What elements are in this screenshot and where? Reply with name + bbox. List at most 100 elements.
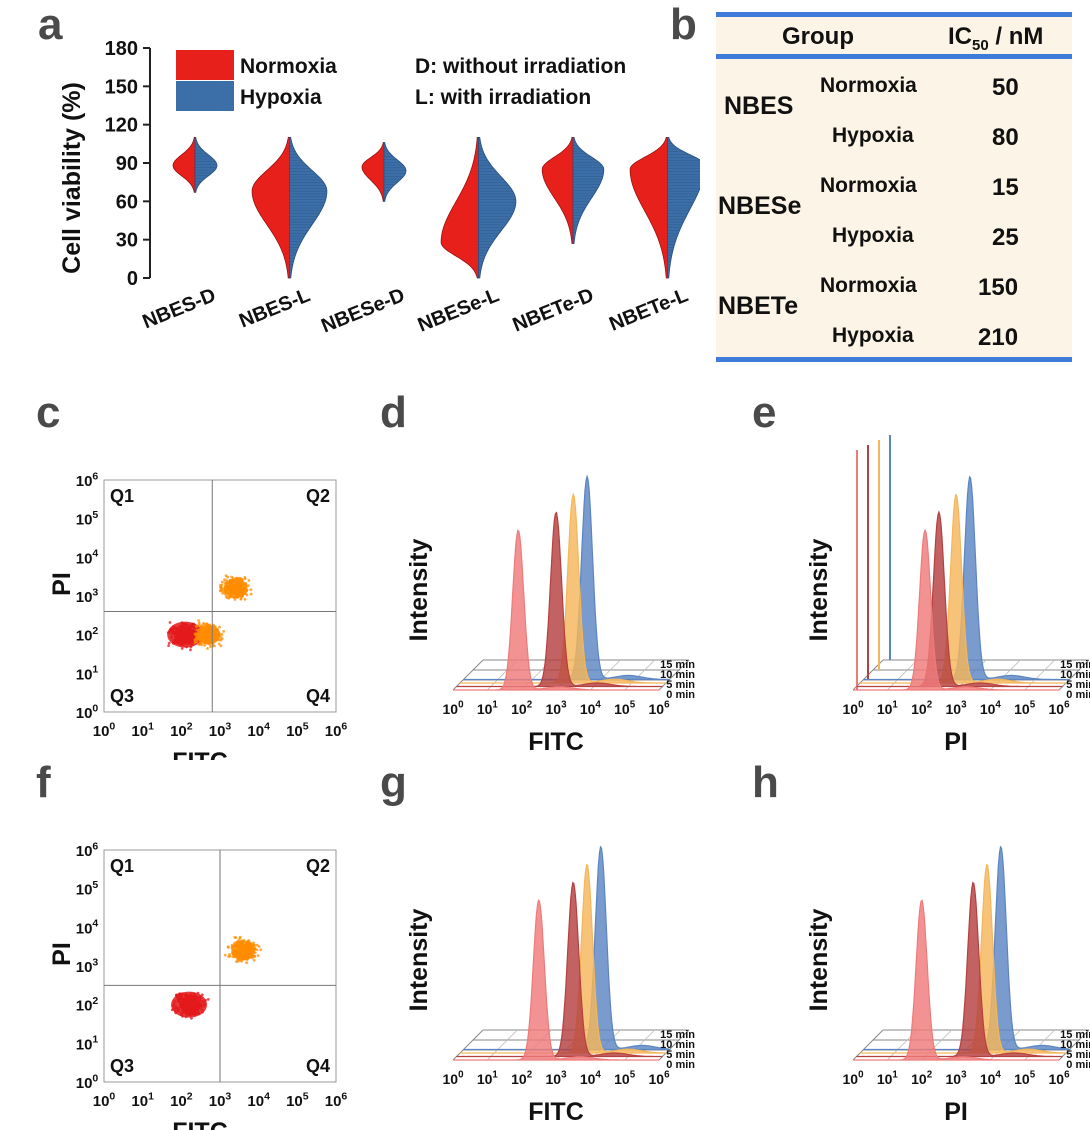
event-dot — [257, 945, 261, 948]
event-dot — [223, 578, 226, 582]
table-rule-bottom — [716, 357, 1072, 362]
population-core — [223, 578, 248, 599]
time-label: 10 min — [660, 669, 695, 681]
time-label: 15 min — [660, 659, 695, 671]
y-tick-label: 106 — [76, 470, 99, 490]
event-dot — [253, 944, 257, 947]
violin-normoxia — [251, 137, 290, 279]
event-dot — [193, 641, 197, 644]
y-tick-label: 101 — [76, 1034, 99, 1054]
x-tick-label: 102 — [170, 1090, 193, 1110]
x-tick-label: 105 — [1014, 1070, 1036, 1087]
legend-label-hypoxia: Hypoxia — [240, 86, 322, 109]
y-axis-label: PI — [48, 942, 76, 966]
time-label: 10 min — [1060, 669, 1090, 681]
ic-unit: / nM — [988, 23, 1044, 50]
x-tick-label: 105 — [614, 700, 636, 717]
violin-normoxia — [172, 137, 196, 193]
grid-line — [487, 1029, 518, 1061]
depth-axis — [452, 659, 484, 691]
grid-line — [624, 659, 655, 691]
table-rule-header — [716, 54, 1072, 59]
y-tick-label: 102 — [76, 995, 99, 1015]
y-axis-label: Intensity — [405, 909, 433, 1012]
x-tick-label: 105 — [286, 720, 309, 740]
x-tick-label: 100 — [442, 700, 464, 717]
time-label: 10 min — [1060, 1039, 1090, 1051]
event-dot — [219, 638, 223, 642]
y-axis-label: Intensity — [805, 539, 833, 642]
x-tick-label: 101 — [477, 700, 499, 717]
population-core — [171, 991, 208, 1018]
y-tick-label: 180 — [105, 38, 138, 60]
violin-hypoxia — [667, 137, 700, 279]
violin-normoxia — [629, 137, 668, 279]
x-tick-label: 101 — [477, 1070, 499, 1087]
violin-hypoxia — [289, 137, 328, 279]
x-tick-label: 104 — [980, 1070, 1002, 1087]
x-tick-label: 105 — [1014, 700, 1036, 717]
y-axis-label: Cell viability (%) — [58, 82, 86, 274]
event-dot — [167, 644, 171, 647]
event-dot — [196, 642, 200, 646]
y-tick-label: 102 — [76, 625, 99, 645]
table-rule-top — [716, 12, 1072, 17]
x-tick-label: NBES-L — [236, 284, 313, 332]
depth-axis — [852, 1029, 884, 1061]
condition-label: Hypoxia — [832, 124, 914, 147]
x-tick-label: 101 — [877, 700, 899, 717]
condition-label: Hypoxia — [832, 324, 914, 347]
x-tick-label: NBES-D — [140, 284, 219, 333]
histogram-peak — [453, 899, 659, 1061]
x-tick-label: 104 — [580, 1070, 602, 1087]
time-label: 0 min — [1066, 1059, 1090, 1071]
y-tick-label: 90 — [116, 153, 138, 175]
x-tick-label: 103 — [945, 700, 967, 717]
condition-label: Hypoxia — [832, 224, 914, 247]
x-tick-label: 100 — [93, 1090, 116, 1110]
ic50-value: 150 — [978, 274, 1019, 301]
event-dot — [217, 642, 221, 646]
x-tick-label: 100 — [842, 1070, 864, 1087]
panel-label-a: a — [38, 0, 63, 49]
x-tick-label: 103 — [545, 700, 567, 717]
violin-hypoxia — [383, 142, 407, 202]
time-label: 5 min — [666, 679, 695, 691]
x-tick-label: 101 — [877, 1070, 899, 1087]
event-dot — [255, 943, 259, 947]
event-dot — [203, 644, 207, 647]
x-tick-label: 106 — [648, 700, 670, 717]
x-tick-label: 100 — [442, 1070, 464, 1087]
x-tick-label: 102 — [511, 1070, 533, 1087]
x-tick-label: 103 — [945, 1070, 967, 1087]
depth-axis — [1058, 659, 1090, 691]
legend-label-normoxia: Normoxia — [240, 55, 337, 78]
event-dot — [197, 621, 201, 625]
time-label: 0 min — [666, 1059, 695, 1071]
event-dot — [222, 630, 226, 633]
y-tick-label: 105 — [76, 879, 99, 899]
event-dot — [197, 619, 201, 622]
ic50-value: 210 — [978, 324, 1019, 351]
y-tick-label: 104 — [76, 548, 99, 568]
event-dot — [253, 955, 257, 958]
event-dot — [209, 645, 212, 648]
violin-normoxia — [361, 142, 385, 202]
x-axis-label: FITC — [528, 1098, 584, 1126]
quadrant-label: Q3 — [110, 1056, 134, 1076]
x-tick-label: 104 — [980, 700, 1002, 717]
event-dot — [259, 948, 263, 952]
event-dot — [249, 588, 253, 591]
histogram-peak — [863, 475, 1070, 681]
ic50-value: 15 — [992, 174, 1019, 201]
x-tick-label: NBETe-D — [510, 284, 597, 336]
x-tick-label: 104 — [580, 700, 602, 717]
y-tick-label: 100 — [76, 702, 99, 722]
x-tick-label: 105 — [614, 1070, 636, 1087]
x-tick-label: 103 — [209, 1090, 232, 1110]
grid-line — [887, 659, 918, 691]
ic50-table: Group IC50 / nM NBES Normoxia 50 Hypoxia… — [716, 12, 1072, 362]
time-label: 5 min — [666, 1049, 695, 1061]
